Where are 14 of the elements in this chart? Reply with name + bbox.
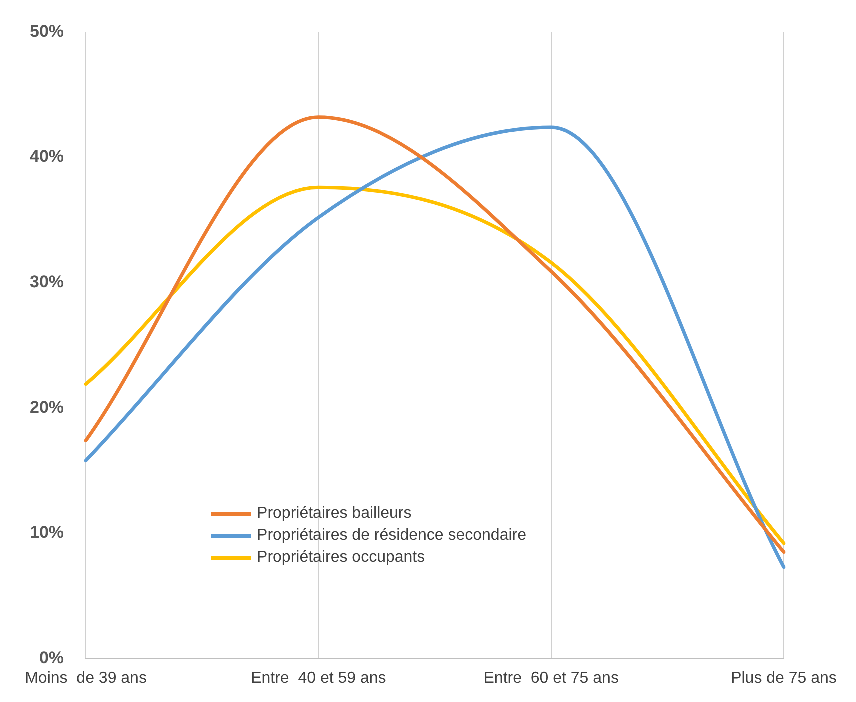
x-tick-label: Moins de 39 ans bbox=[25, 670, 147, 687]
x-tick-label: Entre 40 et 59 ans bbox=[251, 670, 386, 687]
y-tick-label: 50% bbox=[30, 22, 64, 41]
y-tick-label: 30% bbox=[30, 272, 64, 292]
y-tick-label: 0% bbox=[39, 648, 64, 668]
line-series bbox=[84, 186, 786, 546]
y-tick-label: 40% bbox=[30, 147, 64, 166]
legend-label: Propriétaires occupants bbox=[257, 548, 426, 568]
legend-label: Propriétaires de résidence secondaire bbox=[257, 526, 526, 546]
x-tick-label: Plus de 75 ans bbox=[731, 670, 837, 687]
y-tick-label: 20% bbox=[30, 398, 64, 417]
x-tick-label: Entre 60 et 75 ans bbox=[484, 670, 619, 687]
legend-label: Propriétaires bailleurs bbox=[257, 504, 412, 524]
y-tick-label: 10% bbox=[30, 523, 64, 542]
